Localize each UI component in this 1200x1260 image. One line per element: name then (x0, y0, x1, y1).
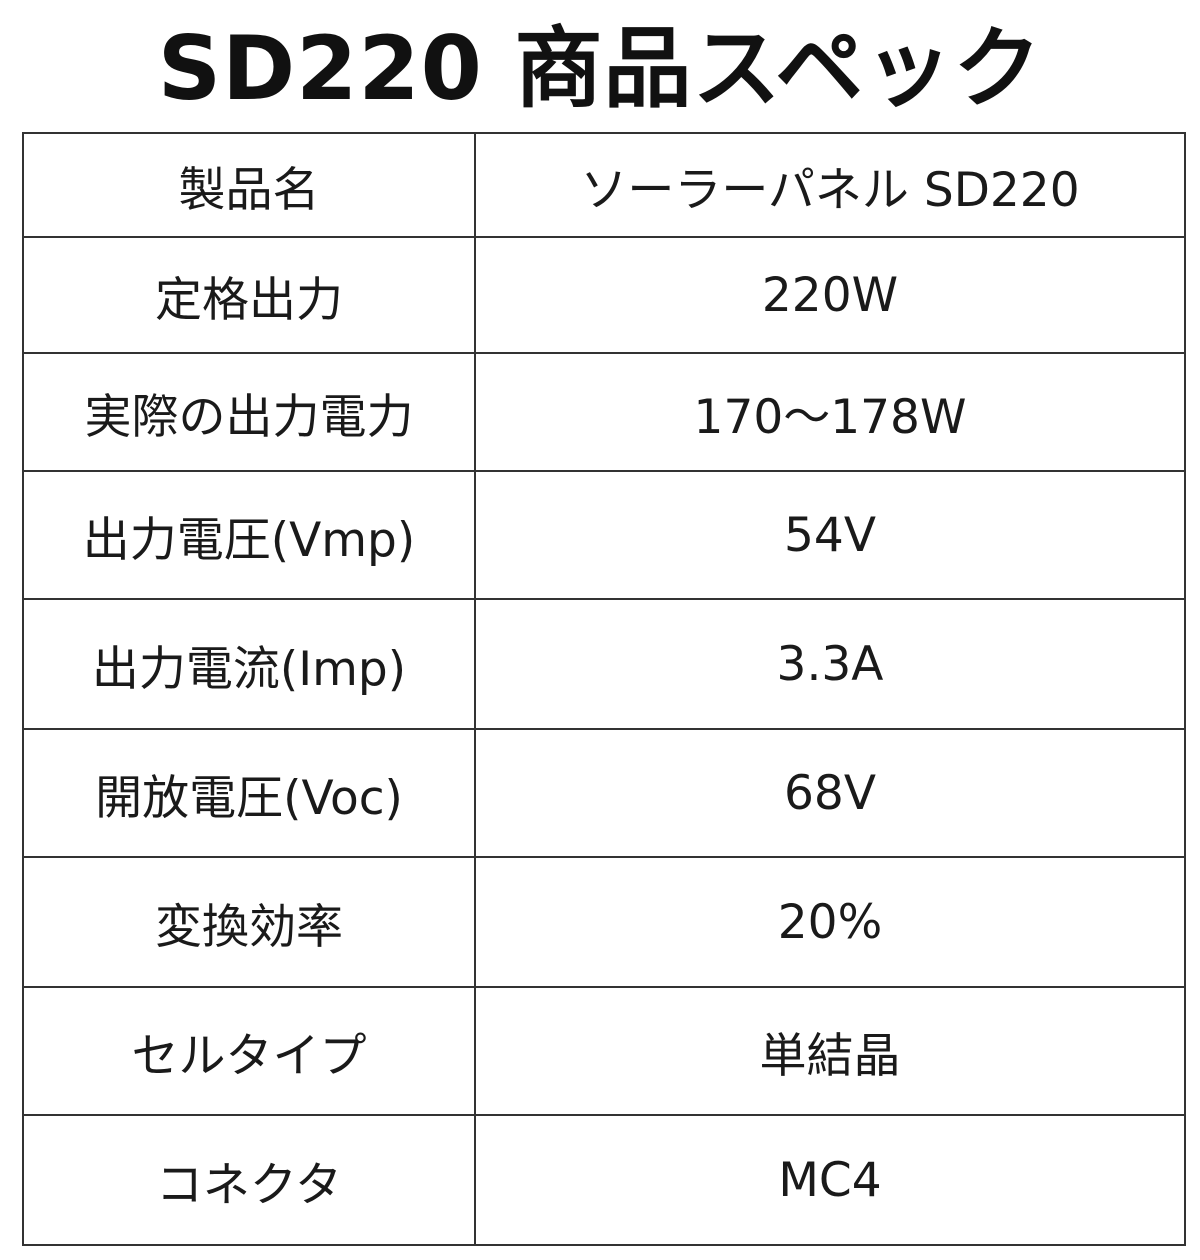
table-row: 定格出力 220W (22, 236, 1186, 354)
spec-label-imp: 出力電流(Imp) (22, 598, 476, 730)
spec-value-efficiency: 20% (474, 856, 1186, 988)
table-row: 出力電流(Imp) 3.3A (22, 598, 1186, 730)
spec-label-vmp: 出力電圧(Vmp) (22, 470, 476, 600)
table-row: 実際の出力電力 170～178W (22, 352, 1186, 472)
spec-value-rated-output: 220W (474, 236, 1186, 354)
spec-value-cell-type: 単結晶 (474, 986, 1186, 1116)
table-row: 出力電圧(Vmp) 54V (22, 470, 1186, 600)
spec-label-connector: コネクタ (22, 1114, 476, 1246)
table-row: 製品名 ソーラーパネル SD220 (22, 132, 1186, 238)
spec-table: 製品名 ソーラーパネル SD220 定格出力 220W 実際の出力電力 170～… (22, 132, 1186, 1246)
spec-value-imp: 3.3A (474, 598, 1186, 730)
table-row: コネクタ MC4 (22, 1114, 1186, 1246)
spec-value-product-name: ソーラーパネル SD220 (474, 132, 1186, 238)
table-row: 変換効率 20% (22, 856, 1186, 988)
spec-label-efficiency: 変換効率 (22, 856, 476, 988)
spec-label-cell-type: セルタイプ (22, 986, 476, 1116)
spec-value-vmp: 54V (474, 470, 1186, 600)
spec-value-actual-output: 170～178W (474, 352, 1186, 472)
table-row: セルタイプ 単結晶 (22, 986, 1186, 1116)
page-title: SD220 商品スペック (157, 17, 1043, 120)
table-row: 開放電圧(Voc) 68V (22, 728, 1186, 858)
spec-label-product-name: 製品名 (22, 132, 476, 238)
spec-label-rated-output: 定格出力 (22, 236, 476, 354)
spec-label-actual-output: 実際の出力電力 (22, 352, 476, 472)
spec-label-voc: 開放電圧(Voc) (22, 728, 476, 858)
spec-value-connector: MC4 (474, 1114, 1186, 1246)
spec-value-voc: 68V (474, 728, 1186, 858)
